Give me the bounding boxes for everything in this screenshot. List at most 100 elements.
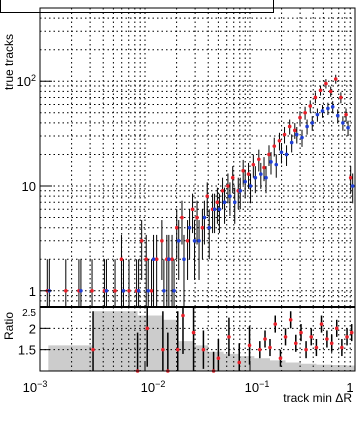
data-point [190, 207, 195, 212]
data-point [303, 110, 307, 115]
data-point [269, 160, 273, 164]
data-point [228, 194, 232, 198]
main-frame [39, 7, 356, 308]
data-point [329, 341, 334, 346]
data-point [350, 184, 355, 188]
data-point [292, 128, 297, 133]
data-point [197, 238, 201, 243]
data-point [267, 152, 271, 157]
data-point [268, 345, 272, 350]
data-point [300, 135, 304, 140]
data-point [335, 113, 340, 118]
data-point [288, 318, 293, 322]
x-tick-label: 10−1 [245, 379, 270, 395]
x-tick-exponent: −2 [155, 379, 165, 389]
data-point [149, 288, 154, 293]
data-point [172, 288, 176, 293]
data-point [310, 121, 315, 125]
data-point [324, 81, 328, 86]
data-point [298, 115, 302, 120]
data-point [314, 345, 319, 350]
y-tick-label: 1 [29, 284, 36, 299]
data-point [289, 140, 294, 145]
data-point [325, 337, 329, 341]
data-point [238, 188, 243, 193]
x-tick-label: 1 [346, 380, 353, 395]
data-point [167, 257, 171, 262]
data-point [340, 345, 344, 350]
data-point [272, 144, 277, 148]
data-point [170, 257, 174, 262]
data-point [237, 360, 242, 365]
data-point [293, 341, 298, 346]
data-point [274, 162, 279, 167]
data-point [348, 175, 353, 180]
data-point [136, 288, 141, 293]
ratio-panel: 1.5 2 2.5 Ratio [2, 306, 356, 373]
data-point [200, 225, 205, 230]
data-point [304, 347, 308, 352]
data-point [195, 215, 199, 220]
data-point [220, 188, 225, 193]
data-point [191, 330, 196, 335]
data-point [257, 157, 261, 162]
data-point [104, 288, 109, 293]
data-point [175, 347, 180, 352]
data-point [262, 165, 266, 170]
data-point [287, 124, 292, 129]
data-point [160, 238, 164, 243]
data-point [187, 225, 192, 230]
data-point [174, 225, 179, 230]
data-point [176, 238, 181, 243]
data-point [349, 330, 354, 335]
data-point [320, 109, 325, 113]
data-point [264, 175, 268, 180]
data-point [283, 335, 288, 339]
data-point [222, 200, 227, 205]
series-2 [47, 101, 355, 307]
data-point [326, 106, 330, 111]
legend-box [0, 0, 274, 13]
data-point [216, 356, 221, 361]
data-point [64, 288, 68, 293]
data-point [273, 322, 278, 326]
data-point [121, 288, 126, 293]
data-point [217, 207, 222, 212]
data-point [227, 335, 231, 339]
data-point [226, 184, 230, 188]
data-point [278, 356, 283, 361]
data-point [162, 288, 166, 293]
y-axis-title: true tracks [2, 34, 16, 90]
data-point [119, 257, 124, 262]
data-point [299, 330, 303, 335]
data-point [241, 168, 245, 173]
data-point [127, 288, 131, 293]
x-tick-label: 10−3 [23, 379, 48, 395]
data-point [243, 179, 247, 184]
data-point [309, 335, 314, 339]
data-point [344, 112, 348, 117]
data-point [345, 335, 349, 339]
data-point [251, 162, 256, 167]
data-point [247, 343, 252, 348]
y-tick-label: 2 [29, 321, 36, 336]
y-tick-label: 1.5 [18, 343, 36, 358]
data-point [79, 288, 83, 293]
data-point [248, 184, 253, 188]
data-point [144, 257, 149, 262]
data-point [185, 238, 190, 243]
data-point [315, 112, 320, 117]
data-point [91, 347, 95, 352]
data-point [90, 288, 94, 293]
data-point [279, 150, 284, 155]
uncertainty-band [48, 311, 356, 371]
data-point [253, 175, 258, 180]
data-point [333, 77, 338, 81]
y-tick-label: 2.5 [22, 308, 36, 319]
data-point [215, 200, 220, 205]
data-point [202, 215, 207, 220]
y-axis-title: Ratio [2, 312, 16, 340]
x-tick-exponent: −3 [37, 379, 47, 389]
